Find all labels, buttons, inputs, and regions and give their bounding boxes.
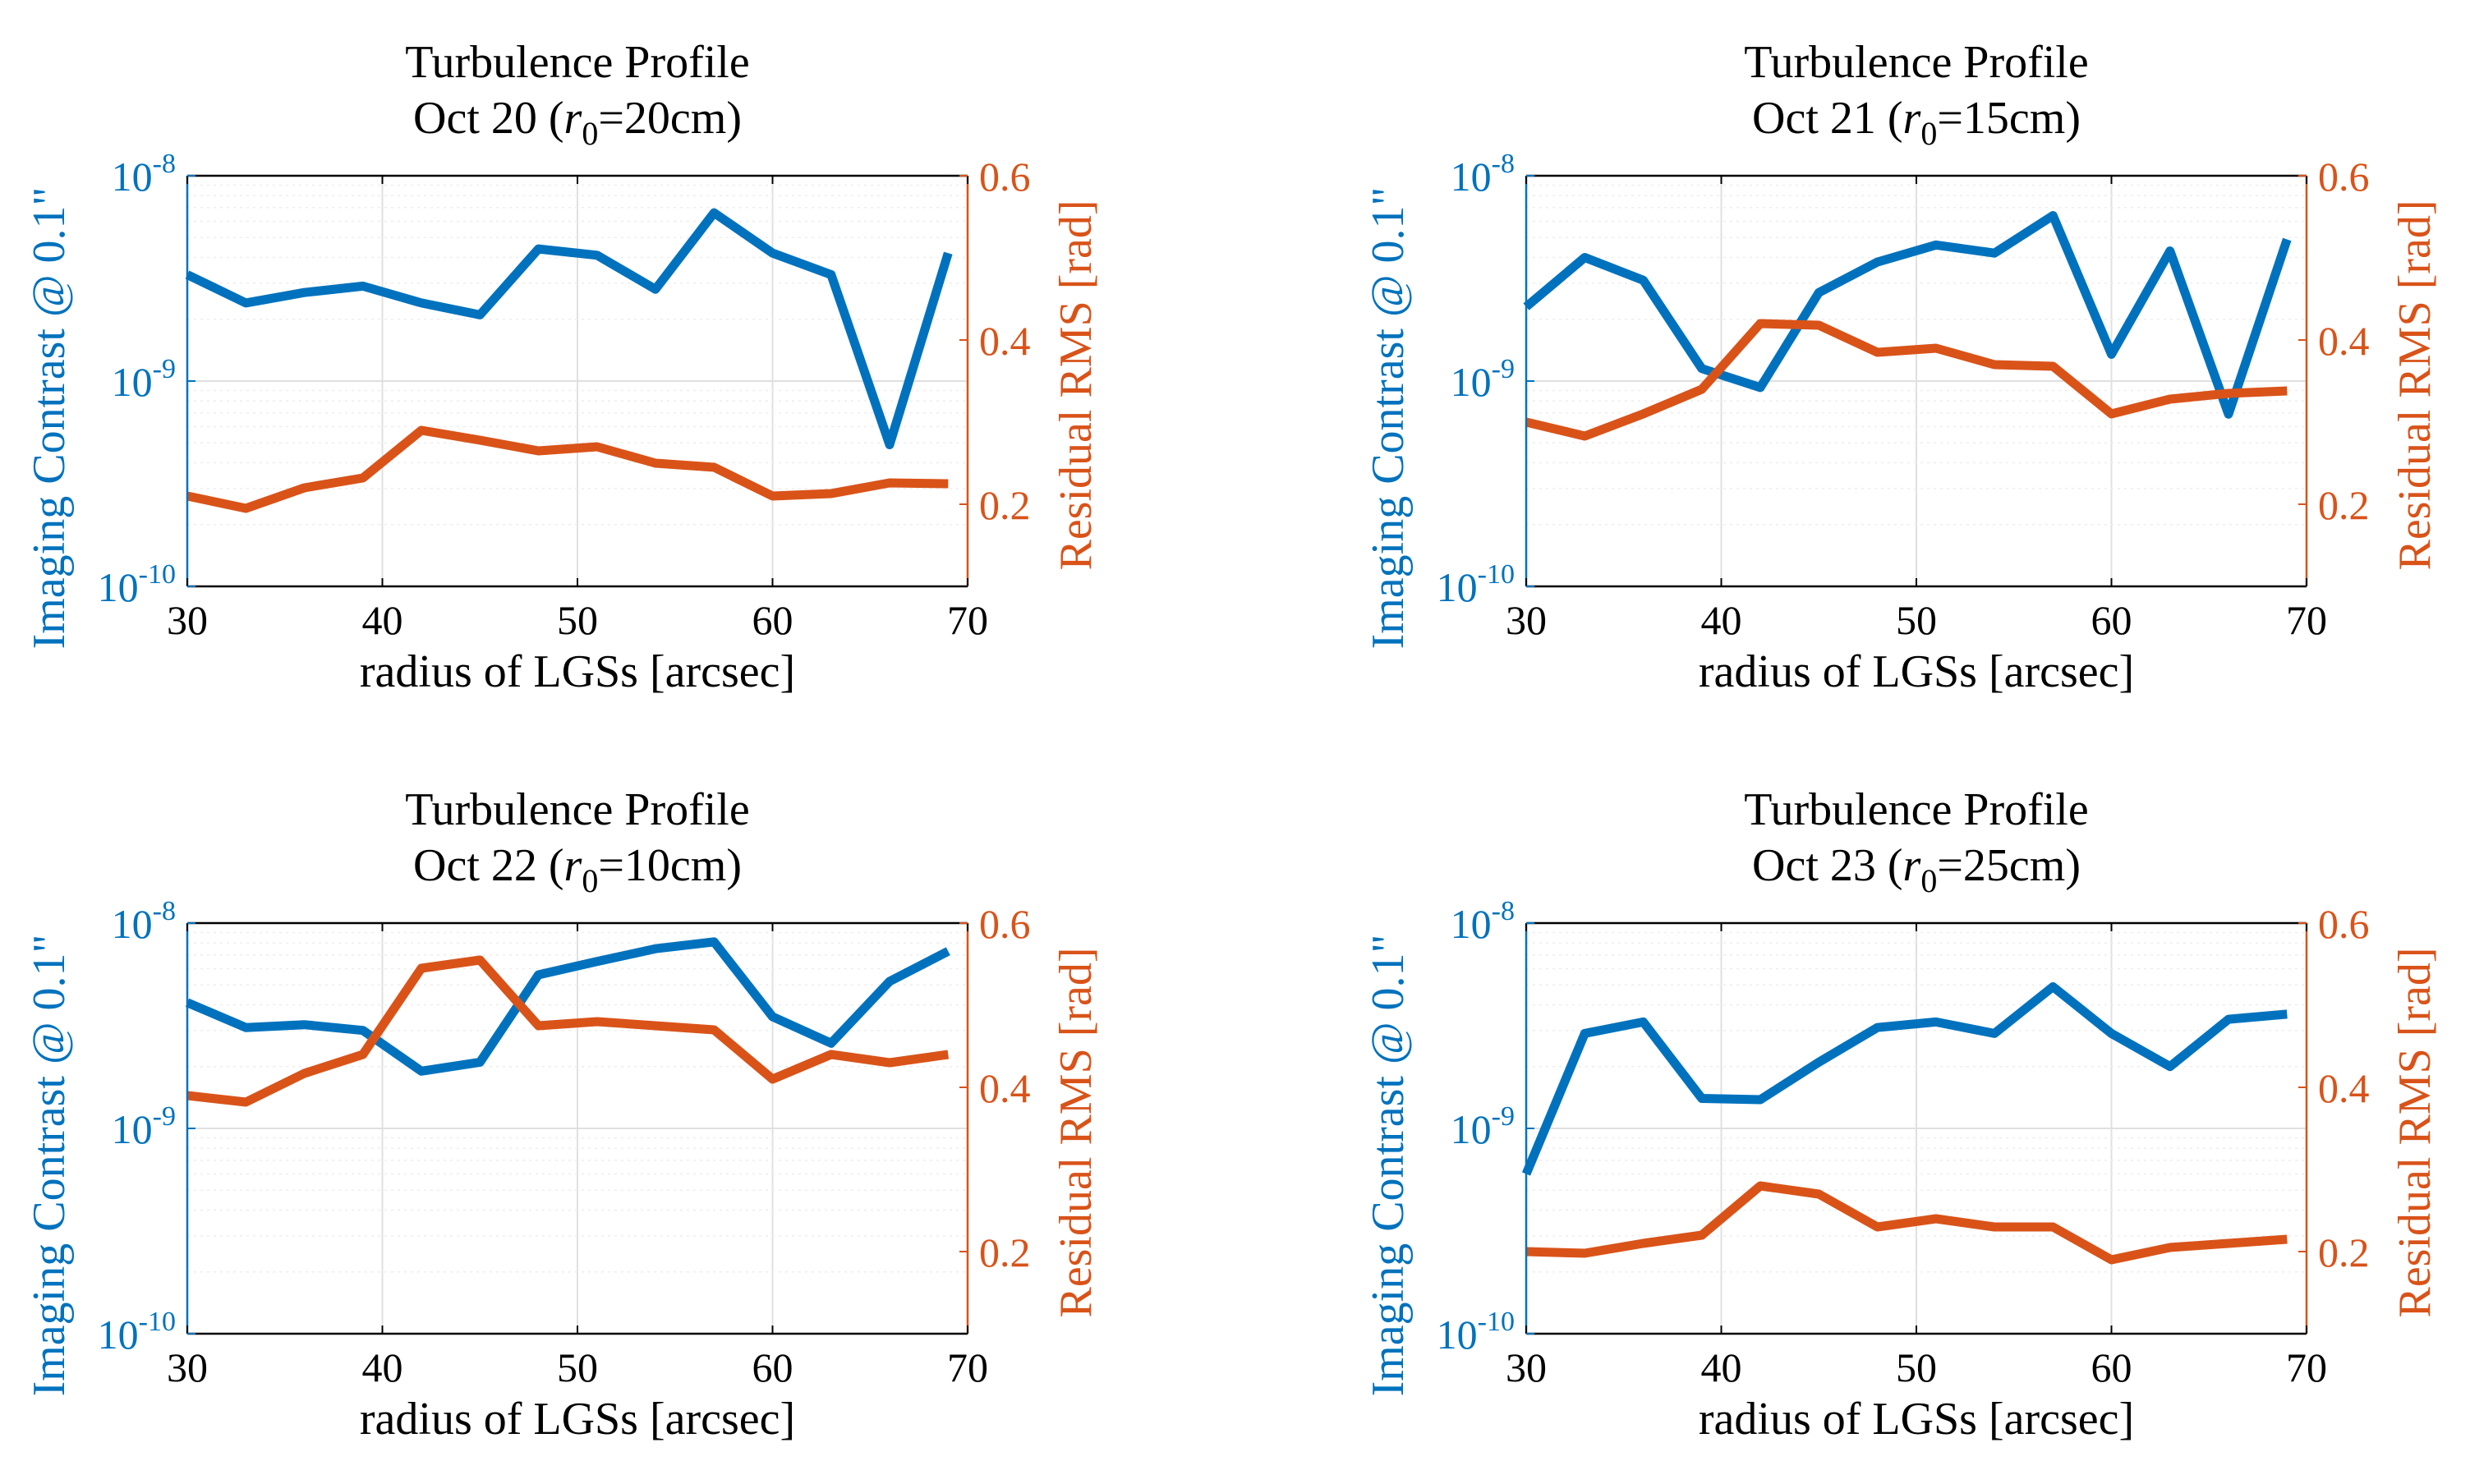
residual-rms-series-line (186, 425, 949, 513)
y-left-tick-label: 10-8 (112, 896, 176, 947)
y-left-tick-label: 10-8 (1451, 896, 1515, 947)
grid (186, 922, 968, 1335)
x-tick-label: 60 (2091, 597, 2132, 643)
x-tick-label: 40 (362, 1344, 403, 1390)
contrast-series-line (185, 937, 950, 1076)
y-right-tick-label: 0.4 (979, 318, 1031, 364)
y-right-tick-label: 0.2 (2318, 1229, 2370, 1275)
chart-subtitle: Oct 21 (r0=15cm) (1752, 93, 2081, 152)
chart-title: Turbulence Profile (1744, 784, 2088, 835)
y-left-tick-label: 10-10 (1437, 559, 1515, 610)
contrast-series-line (1523, 211, 2292, 419)
chart-subtitle: Oct 23 (r0=25cm) (1752, 840, 2081, 899)
chart-subtitle: Oct 22 (r0=10cm) (413, 840, 742, 899)
y-left-axis-label: Imaging Contrast @ 0.1" (24, 187, 75, 650)
contrast-series-line (185, 208, 953, 449)
x-axis-label: radius of LGSs [arcsec] (360, 1394, 795, 1445)
x-tick-label: 30 (167, 1344, 208, 1390)
y-right-tick-label: 0.6 (2318, 901, 2370, 947)
x-tick-label: 30 (1506, 1344, 1547, 1390)
x-tick-label: 50 (1896, 1344, 1937, 1390)
x-tick-label: 70 (947, 1344, 988, 1390)
y-left-tick-label: 10-9 (112, 1101, 176, 1152)
y-right-tick-label: 0.6 (979, 901, 1031, 947)
x-tick-label: 30 (167, 597, 208, 643)
y-left-axis-label: Imaging Contrast @ 0.1" (1363, 187, 1414, 650)
x-tick-label: 30 (1506, 597, 1547, 643)
x-tick-label: 40 (362, 597, 403, 643)
residual-rms-series-line (186, 955, 950, 1107)
chart-panel-2: 30 40 50 60 70 10-10 10-9 10-8 0.2 0.4 0.6 Turbulen… (1363, 37, 2440, 697)
residual-rms-series-line (1525, 1181, 2288, 1265)
grid (1525, 922, 2307, 1335)
y-left-tick-label: 10-10 (1437, 1307, 1515, 1358)
chart-subtitle: Oct 20 (r0=20cm) (413, 93, 742, 152)
x-tick-label: 70 (947, 597, 988, 643)
y-left-tick-label: 10-9 (112, 354, 176, 405)
chart-panel-3: 30 40 50 60 70 10-10 10-9 10-8 0.2 0.4 0.6 Turbulen… (24, 784, 1102, 1445)
x-tick-label: 50 (557, 1344, 598, 1390)
y-right-axis-label: Residual RMS [rad] (2390, 200, 2440, 570)
residual-rms-series-line (1525, 319, 2288, 441)
y-left-tick-label: 10-9 (1451, 354, 1515, 405)
x-tick-label: 70 (2286, 1344, 2327, 1390)
y-right-tick-label: 0.2 (2318, 482, 2370, 528)
x-tick-label: 50 (1896, 597, 1937, 643)
y-left-tick-label: 10-10 (98, 559, 176, 610)
y-right-tick-label: 0.6 (2318, 154, 2370, 200)
y-left-tick-label: 10-9 (1451, 1101, 1515, 1152)
x-tick-label: 60 (752, 597, 793, 643)
chart-panel-1: 30 40 50 60 70 10-10 10-9 10-8 0.2 0.4 0.6 Turbulen… (24, 37, 1102, 697)
chart-title: Turbulence Profile (1744, 37, 2088, 88)
contrast-series-line (1521, 982, 2288, 1176)
y-right-tick-label: 0.6 (979, 154, 1031, 200)
y-right-tick-label: 0.2 (979, 1229, 1031, 1275)
x-tick-label: 70 (2286, 597, 2327, 643)
y-left-tick-label: 10-10 (98, 1307, 176, 1358)
chart-title: Turbulence Profile (405, 784, 749, 835)
chart-panel-4: 30 40 50 60 70 10-10 10-9 10-8 0.2 0.4 0.6 Turbulen… (1363, 784, 2440, 1445)
x-axis-label: radius of LGSs [arcsec] (1699, 1394, 2134, 1445)
y-left-axis-label: Imaging Contrast @ 0.1" (24, 935, 75, 1397)
y-right-tick-label: 0.4 (979, 1065, 1031, 1111)
chart-title: Turbulence Profile (405, 37, 749, 88)
grid (186, 175, 968, 587)
x-tick-label: 60 (2091, 1344, 2132, 1390)
y-right-tick-label: 0.4 (2318, 318, 2370, 364)
x-tick-label: 60 (752, 1344, 793, 1390)
x-tick-label: 50 (557, 597, 598, 643)
x-tick-label: 40 (1701, 1344, 1742, 1390)
y-right-tick-label: 0.4 (2318, 1065, 2370, 1111)
y-left-axis-label: Imaging Contrast @ 0.1" (1363, 935, 1414, 1397)
grid (1525, 175, 2307, 587)
x-axis-label: radius of LGSs [arcsec] (1699, 646, 2134, 697)
y-right-axis-label: Residual RMS [rad] (2390, 947, 2440, 1317)
y-right-axis-label: Residual RMS [rad] (1051, 947, 1102, 1317)
x-tick-label: 40 (1701, 597, 1742, 643)
y-right-tick-label: 0.2 (979, 482, 1031, 528)
y-right-axis-label: Residual RMS [rad] (1051, 200, 1102, 570)
y-left-tick-label: 10-8 (112, 149, 176, 200)
x-axis-label: radius of LGSs [arcsec] (360, 646, 795, 697)
y-left-tick-label: 10-8 (1451, 149, 1515, 200)
